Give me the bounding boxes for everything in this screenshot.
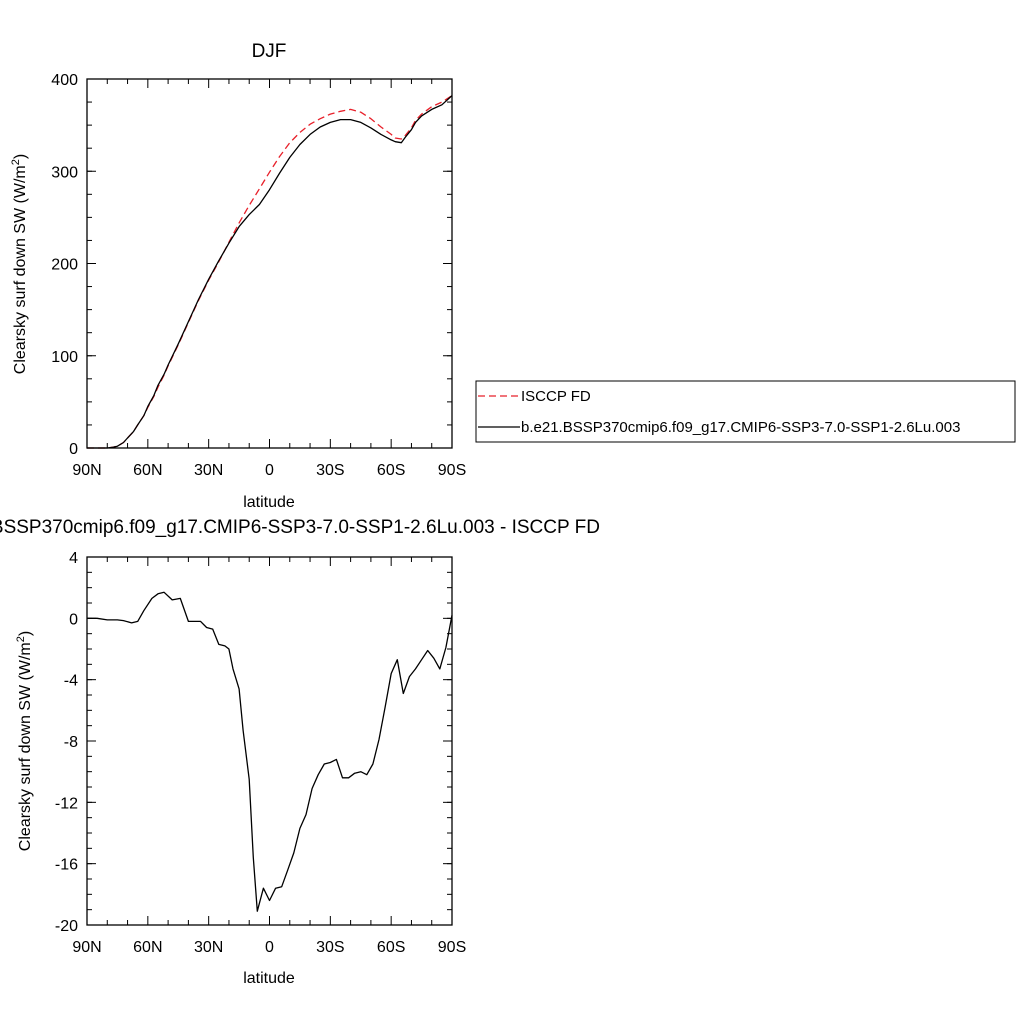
top-panel-y-axis-label: Clearsky surf down SW (W/m2) — [10, 154, 29, 374]
bottom-panel-series — [87, 591, 453, 912]
bottom-panel-y-axis-label-main: Clearsky surf down SW (W/m — [17, 642, 34, 851]
top-y-tick-label: 200 — [51, 257, 78, 274]
top-panel-frame — [86, 78, 453, 449]
bottom-y-tick-label: -12 — [55, 795, 78, 812]
bottom-y-tick-label: 4 — [69, 550, 78, 567]
bottom-panel-y-axis-label: Clearsky surf down SW (W/m2) — [15, 631, 34, 851]
top-series-line-2 — [87, 95, 453, 449]
bottom-panel-y-axis-label-close: ) — [17, 631, 34, 636]
bottom-panel-y-axis-label-superscript: 2 — [15, 636, 27, 642]
top-panel-y-axis-label-main: Clearsky surf down SW (W/m — [12, 165, 29, 374]
top-x-tick-label: 90N — [72, 462, 101, 479]
bottom-x-tick-label: 30S — [316, 939, 344, 956]
bottom-panel-tick-labels: 90N 60N 30N 0 30S 60S 90S -20 -16 -12 -8 -4 0 4 — [55, 550, 466, 956]
top-x-tick-label: 60N — [133, 462, 162, 479]
top-x-tick-label: 60S — [377, 462, 405, 479]
top-x-tick-label: 0 — [265, 462, 274, 479]
bottom-panel-title: b.e21.BSSP370cmip6.f09_g17.CMIP6-SSP3-7.… — [0, 517, 600, 538]
legend-label-model: b.e21.BSSP370cmip6.f09_g17.CMIP6-SSP3-7.… — [521, 419, 960, 436]
bottom-series-line-1 — [87, 591, 453, 912]
bottom-x-tick-label: 90N — [72, 939, 101, 956]
bottom-y-tick-label: -20 — [55, 918, 78, 935]
top-x-tick-label: 90S — [438, 462, 466, 479]
bottom-x-tick-label: 0 — [265, 939, 274, 956]
legend: ISCCP FD b.e21.BSSP370cmip6.f09_g17.CMIP… — [475, 380, 1016, 443]
top-panel-series — [87, 95, 453, 449]
top-series-line-1 — [87, 95, 453, 449]
bottom-y-tick-label: -4 — [64, 673, 78, 690]
bottom-x-tick-label: 60S — [377, 939, 405, 956]
top-y-tick-label: 400 — [51, 72, 78, 89]
bottom-panel-x-axis-label: latitude — [243, 970, 295, 987]
top-y-tick-label: 0 — [69, 441, 78, 458]
bottom-panel: b.e21.BSSP370cmip6.f09_g17.CMIP6-SSP3-7.… — [0, 517, 600, 987]
top-panel-ticks — [86, 78, 453, 449]
bottom-panel-ticks — [86, 556, 453, 926]
top-panel-x-axis-label: latitude — [243, 494, 295, 511]
bottom-x-tick-label: 90S — [438, 939, 466, 956]
top-panel-y-axis-label-close: ) — [12, 154, 29, 159]
top-x-tick-label: 30S — [316, 462, 344, 479]
bottom-y-tick-label: -16 — [55, 857, 78, 874]
top-panel-y-axis-label-superscript: 2 — [10, 159, 22, 165]
top-x-tick-label: 30N — [194, 462, 223, 479]
bottom-x-tick-label: 60N — [133, 939, 162, 956]
bottom-x-tick-label: 30N — [194, 939, 223, 956]
top-y-tick-label: 300 — [51, 164, 78, 181]
bottom-y-tick-label: -8 — [64, 734, 78, 751]
legend-label-isccp: ISCCP FD — [521, 388, 591, 405]
bottom-panel-frame — [86, 556, 453, 926]
top-y-tick-label: 100 — [51, 349, 78, 366]
bottom-y-tick-label: 0 — [69, 611, 78, 628]
legend-box — [475, 380, 1016, 443]
top-panel: DJF 90N 60N 30N 0 30S 60S 90S 0 100 200 300 400 lat… — [10, 41, 1016, 511]
top-panel-title: DJF — [252, 41, 287, 62]
top-panel-tick-labels: 90N 60N 30N 0 30S 60S 90S 0 100 200 300 400 — [51, 72, 466, 479]
